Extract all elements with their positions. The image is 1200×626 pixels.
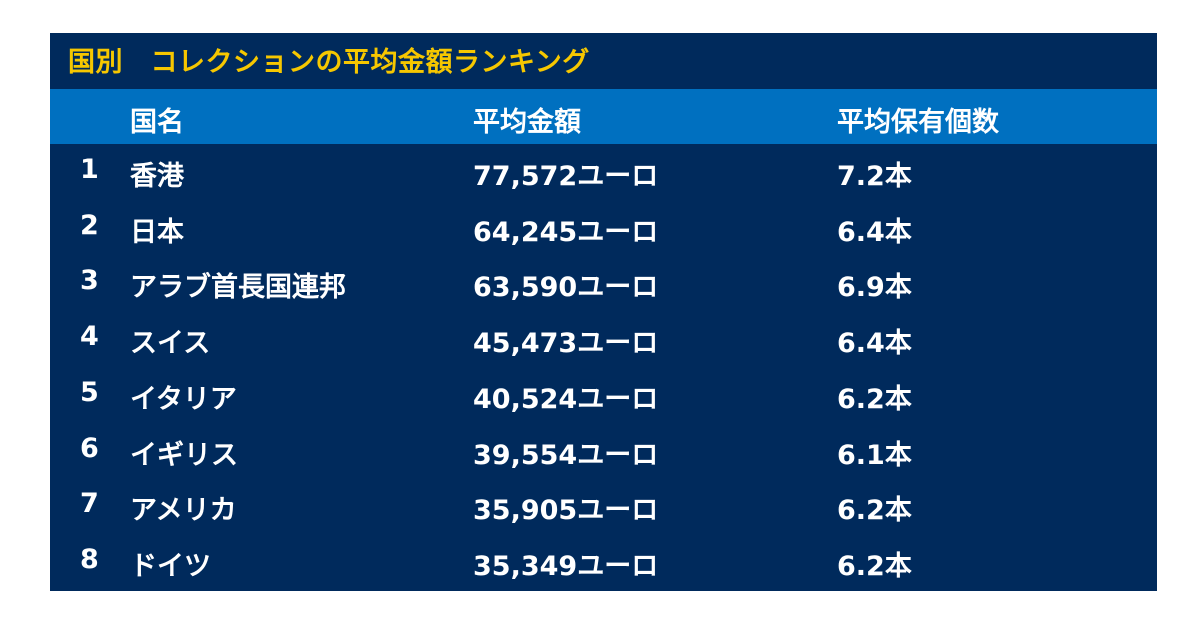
amount-cell: 35,349ユーロ (473, 551, 659, 582)
country-cell: ドイツ (130, 551, 211, 582)
table-row: 8 ドイツ 35,349ユーロ 6.2本 (50, 534, 1157, 590)
country-cell: スイス (130, 328, 211, 359)
country-cell: イギリス (130, 440, 238, 471)
header-average-count: 平均保有個数 (837, 107, 999, 138)
amount-cell: 63,590ユーロ (473, 272, 659, 303)
rank-cell: 5 (80, 377, 99, 408)
rank-cell: 7 (80, 488, 99, 519)
table-row: 3 アラブ首長国連邦 63,590ユーロ 6.9本 (50, 255, 1157, 311)
rank-cell: 2 (80, 210, 99, 241)
amount-cell: 77,572ユーロ (473, 161, 659, 192)
rank-cell: 8 (80, 544, 99, 575)
country-cell: アラブ首長国連邦 (130, 272, 346, 303)
count-cell: 6.9本 (837, 272, 912, 303)
rank-cell: 4 (80, 321, 99, 352)
table-row: 1 香港 77,572ユーロ 7.2本 (50, 144, 1157, 200)
amount-cell: 45,473ユーロ (473, 328, 659, 359)
count-cell: 6.4本 (837, 328, 912, 359)
count-cell: 6.1本 (837, 440, 912, 471)
country-cell: アメリカ (130, 495, 237, 526)
table-row: 5 イタリア 40,524ユーロ 6.2本 (50, 367, 1157, 423)
table-row: 2 日本 64,245ユーロ 6.4本 (50, 200, 1157, 256)
ranking-table: 国別 コレクションの平均金額ランキング 国名 平均金額 平均保有個数 1 香港 … (50, 33, 1157, 591)
rank-cell: 1 (80, 154, 99, 185)
rank-cell: 6 (80, 433, 99, 464)
table-title: 国別 コレクションの平均金額ランキング (68, 47, 590, 78)
count-cell: 6.2本 (837, 384, 912, 415)
count-cell: 6.2本 (837, 551, 912, 582)
count-cell: 6.4本 (837, 217, 912, 248)
table-row: 4 スイス 45,473ユーロ 6.4本 (50, 311, 1157, 367)
table-row: 6 イギリス 39,554ユーロ 6.1本 (50, 423, 1157, 479)
count-cell: 6.2本 (837, 495, 912, 526)
amount-cell: 64,245ユーロ (473, 217, 659, 248)
table-row: 7 アメリカ 35,905ユーロ 6.2本 (50, 478, 1157, 534)
header-country: 国名 (130, 107, 184, 138)
amount-cell: 35,905ユーロ (473, 495, 659, 526)
amount-cell: 39,554ユーロ (473, 440, 659, 471)
amount-cell: 40,524ユーロ (473, 384, 659, 415)
country-cell: 日本 (130, 217, 184, 248)
table-header-row: 国名 平均金額 平均保有個数 (50, 89, 1157, 144)
header-average-amount: 平均金額 (473, 107, 581, 138)
count-cell: 7.2本 (837, 161, 912, 192)
rank-cell: 3 (80, 265, 99, 296)
country-cell: イタリア (130, 384, 237, 415)
country-cell: 香港 (130, 161, 184, 192)
